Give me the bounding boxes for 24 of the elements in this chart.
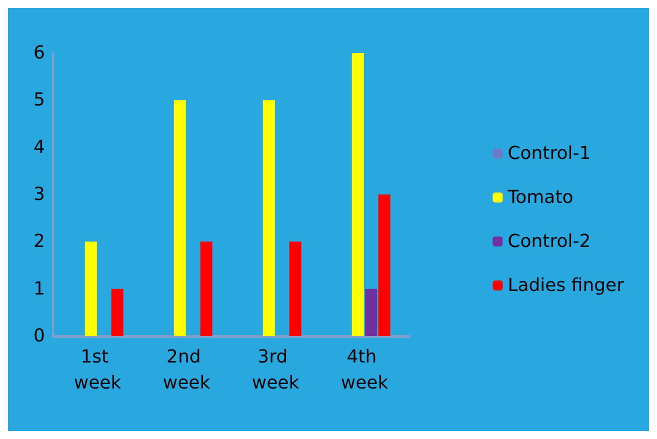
bar <box>262 100 275 336</box>
x-tick-label: 4th week <box>340 346 389 394</box>
x-tick-label: 1st week <box>74 346 122 394</box>
bar <box>111 288 124 336</box>
bar <box>289 242 302 336</box>
y-tick-label: 3 <box>34 184 45 205</box>
x-tick-label: 2nd week <box>162 346 211 394</box>
legend-label: Control-2 <box>508 231 591 252</box>
bar <box>378 194 390 336</box>
y-tick-label: 6 <box>34 42 45 64</box>
bar <box>200 242 212 336</box>
legend-label: Ladies finger <box>508 275 625 296</box>
y-tick-label: 2 <box>34 231 45 252</box>
bar <box>174 100 186 336</box>
x-tick-label: 3rd week <box>252 346 300 394</box>
y-tick-label: 0 <box>34 326 45 346</box>
y-tick-label: 5 <box>34 90 45 111</box>
y-tick-label: 1 <box>34 278 45 300</box>
legend-label: Tomato <box>506 187 574 208</box>
bar <box>352 53 364 336</box>
y-tick-label: 4 <box>34 136 45 158</box>
legend-label: Control-1 <box>508 143 591 164</box>
bar <box>365 288 378 336</box>
bar <box>84 242 97 336</box>
